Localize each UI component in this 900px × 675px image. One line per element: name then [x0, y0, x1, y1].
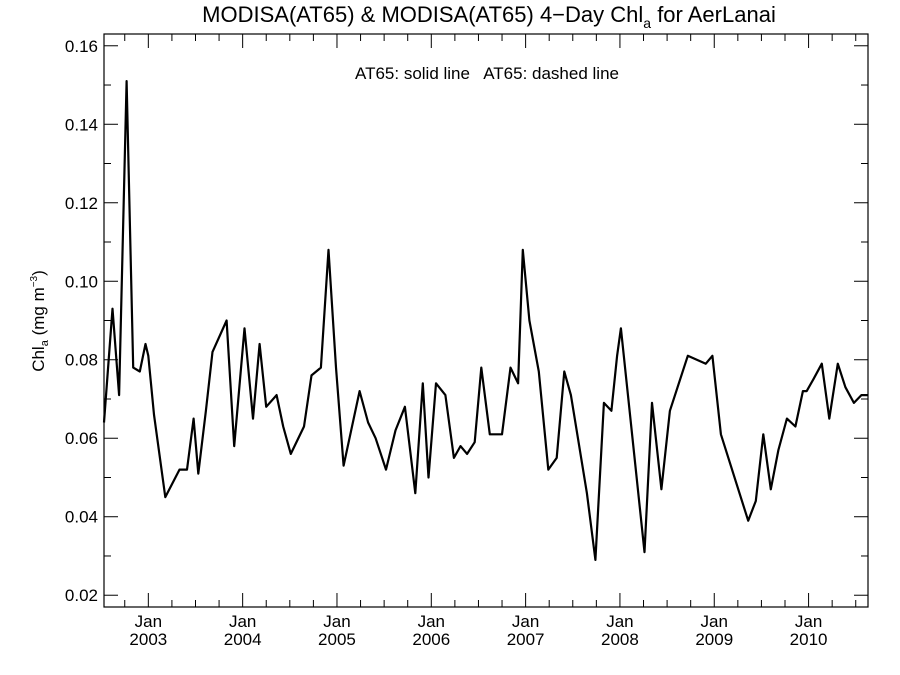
x-tick-year-label: 2008	[601, 630, 639, 649]
x-tick-year-label: 2003	[129, 630, 167, 649]
x-tick-month-label: Jan	[418, 612, 445, 631]
y-axis-title-main: Chl	[29, 346, 48, 372]
plot-frame	[103, 33, 869, 608]
x-tick-month-label: Jan	[229, 612, 256, 631]
y-tick-label: 0.14	[65, 115, 98, 134]
y-tick-label: 0.16	[65, 37, 98, 56]
series-layer	[102, 79, 868, 562]
x-tick-year-label: 2004	[224, 630, 262, 649]
y-axis-title: Chla (mg m−3)	[29, 270, 51, 372]
y-axis-title-superscript: −3	[29, 275, 40, 287]
y-tick-label: 0.10	[65, 272, 98, 291]
x-tick-year-label: 2009	[695, 630, 733, 649]
y-axis-title-group: Chla (mg m−3)	[29, 270, 51, 372]
x-tick-year-label: 2006	[412, 630, 450, 649]
axes: 0.020.040.060.080.100.120.140.16Jan2003J…	[65, 34, 868, 649]
chart-annotation: AT65: solid line AT65: dashed line	[355, 64, 619, 83]
chart-title-tail: for AerLanai	[651, 2, 776, 27]
y-tick-label: 0.06	[65, 429, 98, 448]
y-axis-title-close: )	[29, 270, 48, 276]
x-tick-month-label: Jan	[135, 612, 162, 631]
x-tick-year-label: 2005	[318, 630, 356, 649]
series-line-solid	[102, 79, 868, 562]
y-tick-label: 0.12	[65, 194, 98, 213]
x-tick-month-label: Jan	[701, 612, 728, 631]
x-tick-month-label: Jan	[795, 612, 822, 631]
chart-title-main: MODISA(AT65) & MODISA(AT65) 4−Day Chl	[202, 2, 643, 27]
chart-title-subscript: a	[643, 15, 651, 31]
x-tick-month-label: Jan	[606, 612, 633, 631]
y-tick-label: 0.02	[65, 586, 98, 605]
y-tick-label: 0.04	[65, 508, 98, 527]
y-axis-title-subscript: a	[39, 339, 51, 346]
y-axis-title-unit: (mg m	[29, 287, 48, 340]
y-tick-label: 0.08	[65, 351, 98, 370]
x-tick-month-label: Jan	[512, 612, 539, 631]
chart-title: MODISA(AT65) & MODISA(AT65) 4−Day Chla f…	[202, 2, 776, 31]
x-tick-month-label: Jan	[323, 612, 350, 631]
x-tick-year-label: 2007	[507, 630, 545, 649]
x-tick-year-label: 2010	[790, 630, 828, 649]
